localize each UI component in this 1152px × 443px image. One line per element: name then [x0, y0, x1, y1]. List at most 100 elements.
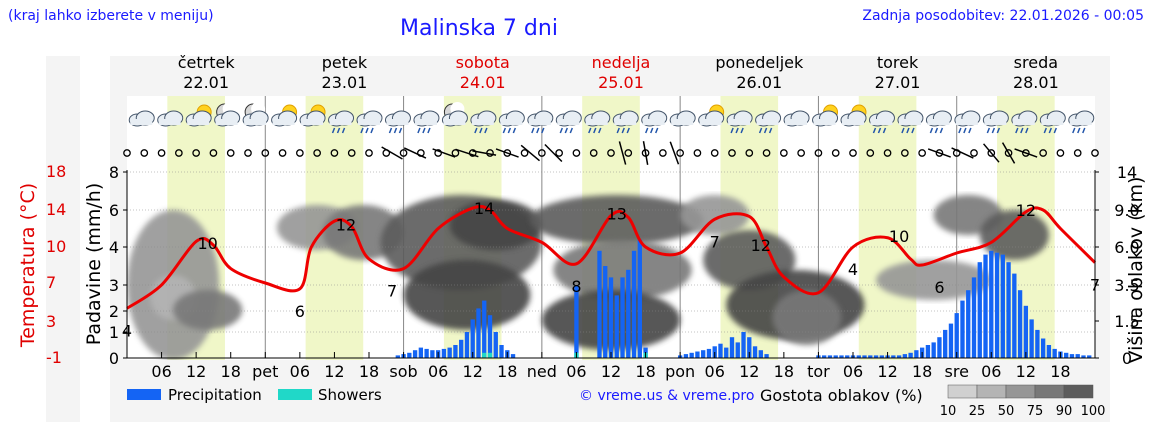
raindrop: [422, 127, 426, 134]
wind-barb: [520, 144, 541, 162]
rain-icon: [1068, 110, 1095, 134]
precipitation-bar: [447, 347, 452, 358]
left-tick-label: 8: [109, 163, 119, 182]
precipitation-bar: [620, 277, 625, 358]
cloud-base: [870, 119, 893, 125]
raindrop: [341, 127, 346, 134]
x-tick-label: 06: [843, 362, 863, 381]
cloud-base: [671, 119, 694, 125]
temperature-label: 4: [848, 260, 858, 279]
precipitation-bar: [459, 339, 464, 358]
left-tick-label: 2: [109, 302, 119, 321]
wind-calm-marker: [313, 149, 321, 157]
wind-calm-marker: [728, 149, 736, 157]
precipitation-bar: [1081, 355, 1086, 358]
rain-icon: [925, 110, 952, 134]
precipitation-bar: [683, 354, 689, 358]
right-tick-label: 6.0: [1114, 238, 1139, 257]
raindrop: [872, 127, 877, 134]
precipitation-bar: [1040, 338, 1046, 358]
temperature-label: 6: [934, 278, 944, 297]
wind-calm-marker: [589, 149, 598, 157]
cloud-density-level-label: 100: [1081, 404, 1106, 419]
wind-barb: [951, 147, 974, 159]
left-tick-label: 6: [109, 201, 119, 220]
precipitation-bar: [1017, 290, 1023, 358]
right-tick-label: 9.0: [1114, 201, 1139, 220]
temperature-tick-label: 7: [46, 273, 57, 292]
precipitation-bar: [424, 348, 429, 358]
cloud-base: [1041, 119, 1064, 125]
cloud-base: [1012, 119, 1035, 125]
precipitation-bar: [931, 342, 936, 358]
precipitation-bar: [954, 313, 959, 358]
wind-barb: [455, 148, 479, 158]
precipitation-bar: [879, 355, 884, 358]
raindrop: [1077, 127, 1081, 134]
rain-icon: [470, 110, 497, 134]
raindrop: [763, 127, 768, 134]
precipitation-bar: [729, 337, 735, 358]
precipitation-bar: [960, 300, 965, 358]
wind-barb: [927, 148, 951, 158]
raindrop: [593, 127, 597, 134]
temperature-label: 12: [751, 236, 771, 255]
precipitation-bar: [1069, 354, 1075, 358]
rain-icon: [954, 110, 981, 134]
raindrop: [1053, 127, 1057, 134]
day-name: sobota: [455, 53, 510, 72]
raindrop: [388, 127, 393, 134]
wind-calm-marker: [520, 149, 529, 157]
left-tick-label: 4: [109, 238, 119, 257]
raindrop: [730, 127, 734, 134]
wind-calm-marker: [434, 149, 442, 157]
precipitation-bar: [747, 337, 752, 358]
precipitation-bar: [1046, 345, 1052, 358]
moon-cloud-icon: [214, 102, 241, 127]
precipitation-bar: [741, 332, 746, 358]
cloud-density-blob: [553, 240, 692, 300]
x-tick-label: tor: [807, 362, 830, 381]
raindrop: [531, 127, 535, 134]
moon-cloud-icon: [242, 102, 269, 127]
raindrop: [393, 127, 398, 134]
raindrop: [929, 127, 934, 134]
rain-icon: [384, 110, 411, 134]
partly-sunny-icon: [299, 104, 326, 127]
x-tick-label: 12: [601, 362, 621, 381]
day-header: ponedeljek 26.01: [699, 53, 819, 93]
x-tick-label: 12: [1016, 362, 1036, 381]
wind-calm-marker: [780, 149, 788, 157]
precipitation-bar: [695, 351, 700, 358]
raindrop: [735, 127, 739, 134]
precipitation-bar: [453, 345, 458, 358]
left-tick-label: 1: [109, 323, 119, 342]
wind-calm-marker: [624, 149, 633, 157]
precipitation-bar: [856, 355, 861, 358]
cloud-density-level-label: 90: [1056, 404, 1073, 419]
cloud-base: [699, 119, 722, 125]
temperature-label: 8: [571, 277, 581, 296]
cloud-base: [528, 119, 551, 125]
raindrop: [398, 127, 403, 134]
precipitation-bar: [718, 343, 723, 358]
left-tick-label: 0: [109, 349, 119, 368]
raindrop: [877, 127, 882, 134]
precipitation-bar: [966, 290, 971, 358]
day-header: torek 27.01: [838, 53, 958, 93]
cloud-base: [927, 119, 950, 125]
precipitation-bar: [873, 355, 879, 358]
precipitation-bar: [724, 347, 729, 358]
location-menu-note: (kraj lahko izberete v meniju): [8, 8, 214, 24]
x-tick-label: 12: [186, 362, 206, 381]
wind-calm-marker: [883, 149, 892, 157]
cloud-base: [329, 119, 352, 125]
wind-calm-marker: [175, 149, 183, 157]
wind-barb: [403, 147, 427, 159]
wind-calm-marker: [1056, 149, 1065, 157]
partly-sunny-icon: [185, 104, 212, 127]
temperature-tick-label: 10: [46, 237, 67, 256]
raindrop: [1048, 127, 1052, 134]
x-tick-label: 06: [705, 362, 725, 381]
precipitation-swatch: [127, 389, 161, 400]
